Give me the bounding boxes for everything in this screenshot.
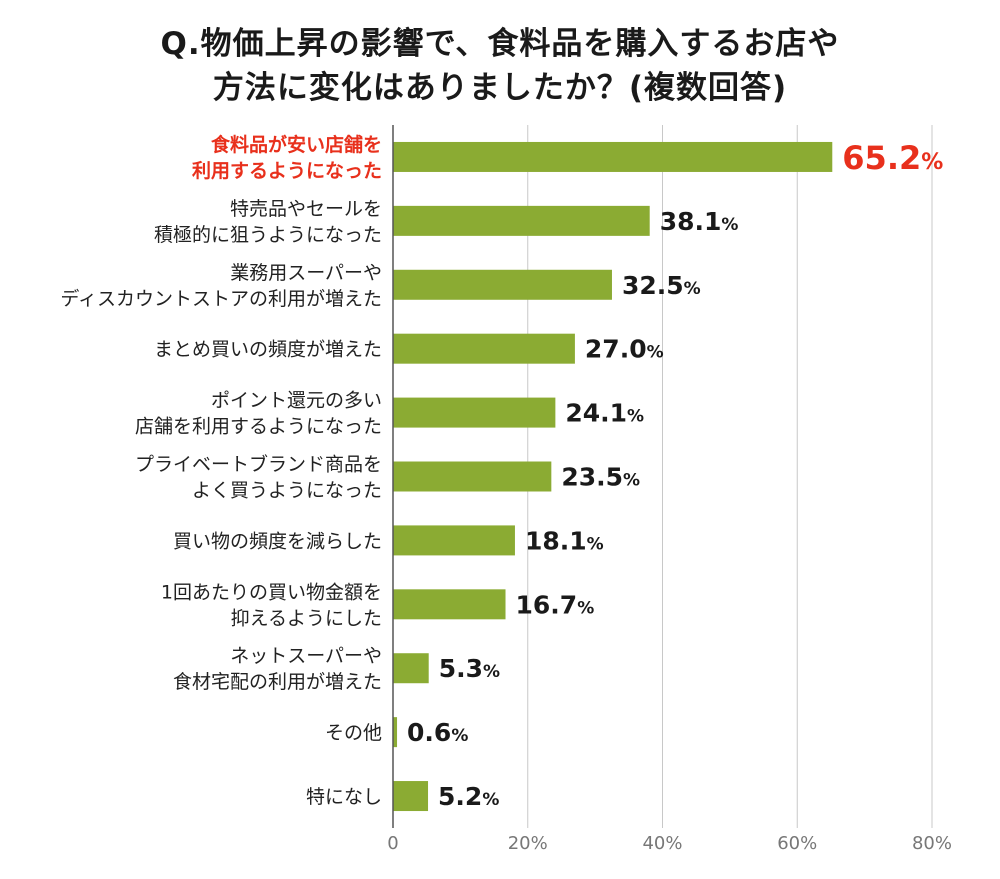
category-label: 食材宅配の利用が増えた [173, 671, 382, 693]
value-label: 27.0% [585, 335, 664, 364]
chart-title: Q.物価上昇の影響で、食料品を購入するお店や 方法に変化はありましたか？(複数回… [0, 22, 1000, 110]
value-unit: % [577, 598, 594, 618]
category-label: 店舗を利用するようになった [135, 416, 382, 438]
bar [393, 717, 398, 748]
value-unit: % [451, 726, 468, 746]
category-label: ネットスーパーや [230, 645, 382, 667]
value-unit: % [684, 279, 701, 299]
value-unit: % [483, 662, 500, 682]
category-label: 特売品やセールを [230, 198, 382, 220]
category-label: よく買うようになった [192, 480, 382, 502]
category-label: 積極的に狙うようになった [154, 224, 382, 246]
value-label: 32.5% [622, 271, 701, 300]
value-label: 5.2% [438, 782, 499, 811]
value-unit: % [587, 534, 604, 554]
bar [393, 269, 612, 300]
value-unit: % [921, 150, 943, 175]
chart-title-line-1: Q.物価上昇の影響で、食料品を購入するお店や [160, 26, 840, 62]
value-unit: % [623, 471, 640, 491]
value-label: 24.1% [565, 399, 644, 428]
bar [393, 397, 556, 428]
value-label: 18.1% [525, 526, 604, 555]
bar [393, 781, 429, 812]
value-label: 38.1% [660, 207, 739, 236]
value-unit: % [721, 215, 738, 235]
category-label: プライベートブランド商品を [135, 453, 382, 476]
category-label: 業務用スーパーや [230, 262, 382, 284]
value-unit: % [647, 343, 664, 363]
category-label: 1回あたりの買い物金額を [161, 581, 382, 603]
x-tick-label: 0 [387, 833, 398, 854]
value-label: 23.5% [561, 463, 640, 492]
value-unit: % [627, 407, 644, 427]
category-label: 買い物の頻度を減らした [173, 530, 382, 552]
category-label: 食料品が安い店舗を [211, 133, 382, 156]
bar [393, 653, 429, 684]
category-label: 抑えるようにした [231, 607, 382, 629]
bar [393, 333, 575, 364]
category-label: 特になし [306, 786, 382, 808]
category-label: 利用するようになった [192, 160, 382, 182]
value-label: 16.7% [516, 590, 595, 619]
category-label: まとめ買いの頻度が増えた [154, 339, 382, 361]
category-label: その他 [325, 722, 382, 744]
category-label: ディスカウントストアの利用が増えた [60, 288, 382, 310]
value-unit: % [482, 790, 499, 810]
chart-title-line-2: 方法に変化はありましたか？(複数回答) [212, 70, 788, 106]
bar [393, 205, 650, 236]
bar [393, 461, 552, 492]
x-tick-label: 40% [642, 833, 682, 854]
bar [393, 589, 506, 620]
value-label: 65.2% [842, 139, 943, 177]
x-tick-label: 20% [508, 833, 548, 854]
x-tick-label: 80% [912, 833, 952, 854]
bar [393, 141, 833, 172]
value-label: 0.6% [407, 718, 468, 747]
value-label: 5.3% [439, 654, 500, 683]
category-label: ポイント還元の多い [211, 390, 382, 412]
bar [393, 525, 515, 556]
x-tick-label: 60% [777, 833, 817, 854]
